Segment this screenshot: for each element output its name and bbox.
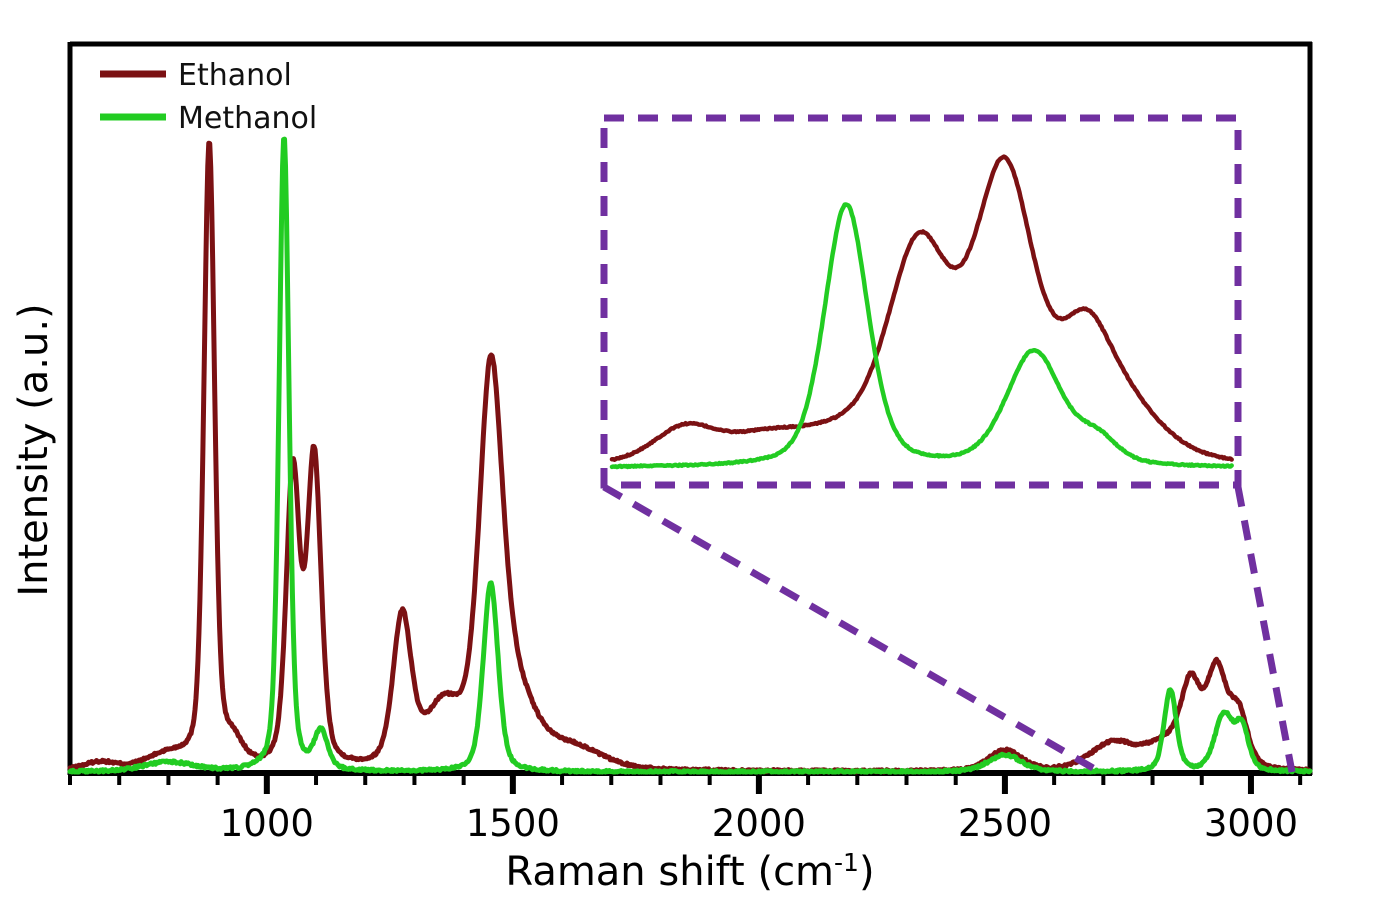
x-axis-title: Raman shift (cm-1)	[505, 848, 874, 895]
spectrum-line-methanol	[67, 136, 1313, 775]
y-axis-title: Intensity (a.u.)	[11, 303, 57, 596]
x-tick-label: 2500	[958, 802, 1052, 845]
inset-spectrum-line-methanol	[609, 202, 1234, 470]
inset-panel	[600, 114, 1296, 776]
chart-legend: Ethanol Methanol	[100, 58, 317, 136]
x-axis-ticks	[68, 774, 1303, 794]
inset-border	[600, 114, 1242, 489]
connector-right	[1234, 486, 1296, 773]
connector-left	[602, 483, 1102, 776]
legend-label-methanol: Methanol	[178, 101, 317, 136]
inset-spectrum-line-ethanol	[609, 154, 1234, 462]
legend-label-ethanol: Ethanol	[178, 58, 292, 93]
spectra-curves	[67, 136, 1313, 775]
x-axis-tick-labels: 1000 1500 2000 2500 3000	[220, 802, 1298, 845]
inset-spectra-curves	[609, 154, 1234, 470]
x-tick-label: 1000	[220, 802, 314, 845]
inset-background	[604, 118, 1238, 485]
x-tick-label: 2000	[712, 802, 806, 845]
x-tick-label: 3000	[1204, 802, 1298, 845]
inset-connector-lines	[602, 483, 1296, 776]
x-tick-label: 1500	[466, 802, 560, 845]
